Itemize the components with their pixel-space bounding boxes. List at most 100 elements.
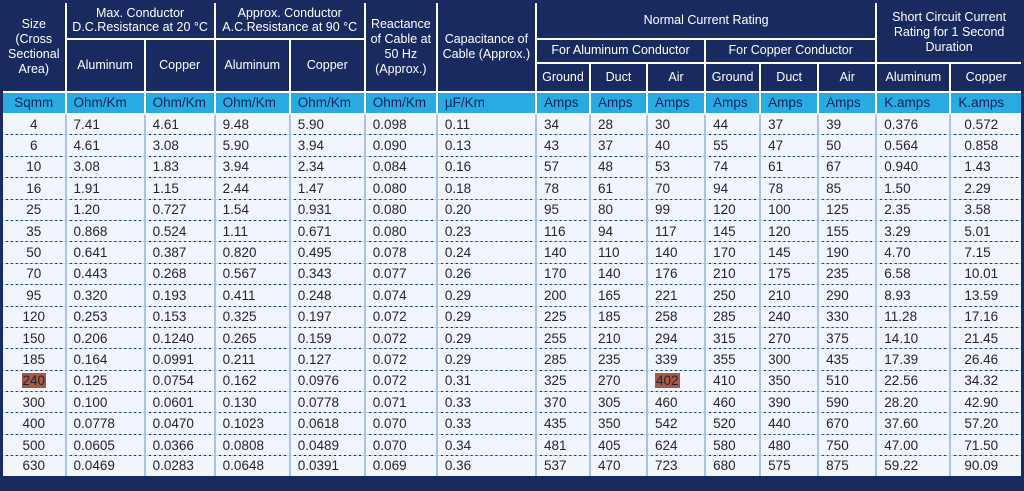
data-cell: 0.524: [143, 219, 216, 243]
data-cell: 0.127: [288, 348, 366, 371]
cell-value: 0.0470: [152, 416, 194, 432]
data-cell: 125: [817, 198, 878, 221]
cell-value: 0.084: [372, 159, 407, 175]
data-cell: 325: [534, 369, 591, 393]
data-cell: 3.08: [64, 155, 146, 179]
data-cell: 0.078: [363, 241, 438, 264]
data-cell: 1.15: [143, 177, 216, 200]
data-cell: 17.39: [875, 348, 952, 371]
cell-value: 185: [22, 351, 46, 367]
header-capacitance: Capacitance of Cable (Approx.): [435, 0, 537, 93]
cell-value: 6.58: [884, 266, 911, 282]
cell-value: 481: [543, 437, 567, 453]
cell-value: 117: [655, 223, 677, 239]
data-cell: 78: [759, 177, 820, 200]
data-cell: 0.084: [363, 155, 438, 179]
header-dc-aluminum: Aluminum: [64, 37, 146, 93]
data-cell: 350: [759, 369, 820, 393]
data-cell: 225: [534, 305, 591, 328]
cell-value: 435: [826, 351, 849, 367]
data-cell: 0.931: [288, 198, 366, 221]
table-row: 500 0.0605 0.0366 0.0808 0.0489 0.070 0.34 481 4…: [0, 433, 1024, 457]
cell-value: 200: [543, 287, 567, 303]
data-cell: 0.572: [949, 112, 1024, 136]
cell-value: 875: [826, 458, 849, 474]
cell-value: 0.564: [884, 138, 919, 154]
cell-value: 2.29: [964, 180, 991, 196]
data-cell: 0.1240: [143, 326, 216, 350]
unit-cell: Amps: [759, 90, 820, 115]
cell-value: 0.931: [297, 202, 332, 218]
data-cell: 100: [759, 198, 820, 221]
data-cell: 53: [646, 155, 707, 179]
data-cell: 0.495: [288, 241, 366, 264]
cell-value: 0.0808: [222, 437, 264, 453]
data-cell: 290: [817, 284, 878, 307]
data-cell: 630: [0, 455, 67, 478]
data-cell: 47.00: [875, 433, 952, 457]
data-cell: 670: [817, 412, 878, 435]
table-body: 4 7.41 4.61 9.48 5.90 0.098 0.11 34 28 30 44 37 39 0.…: [0, 112, 1024, 478]
data-cell: 0.0601: [143, 391, 216, 414]
cell-value: 258: [655, 309, 678, 325]
data-cell: 17.16: [949, 305, 1024, 328]
data-cell: 0.077: [363, 262, 438, 286]
cell-value: 0.153: [152, 309, 187, 325]
data-cell: 400: [0, 412, 67, 435]
cell-value: 1.43: [964, 159, 991, 175]
data-cell: 210: [588, 326, 649, 350]
cell-value: 240: [768, 309, 791, 325]
header-al-air: Air: [646, 61, 707, 93]
header-sc-copper: Copper: [949, 61, 1024, 93]
cell-value: 0.100: [73, 394, 108, 410]
cell-value: 0.0601: [152, 394, 194, 410]
data-cell: 140: [588, 262, 649, 286]
data-cell: 21.45: [949, 326, 1024, 350]
cell-value: 750: [826, 437, 849, 453]
data-cell: 116: [534, 219, 591, 243]
cell-value: 95: [26, 287, 42, 303]
data-cell: 10.01: [949, 262, 1024, 286]
unit-cell: Amps: [646, 90, 707, 115]
cell-value: 10.01: [964, 266, 999, 282]
cell-value: 78: [543, 180, 559, 196]
cell-value: 5.90: [222, 138, 249, 154]
cell-value: 410: [713, 373, 736, 389]
data-cell: 4.70: [875, 241, 952, 264]
cell-value: 120: [22, 309, 46, 325]
data-cell: 4.61: [143, 112, 216, 136]
data-cell: 375: [817, 326, 878, 350]
table-row: 10 3.08 1.83 3.94 2.34 0.084 0.16 57 48 53 74 61 67 0…: [0, 155, 1024, 179]
cell-value: 7.15: [964, 245, 991, 261]
data-cell: 0.671: [288, 219, 366, 243]
cell-value: 47.00: [884, 437, 919, 453]
cell-value: 59.22: [884, 458, 919, 474]
data-cell: 0.1023: [213, 412, 291, 435]
cell-value: 7.41: [73, 116, 100, 132]
data-cell: 370: [534, 391, 591, 414]
data-cell: 37: [588, 134, 649, 157]
cell-value: 255: [543, 330, 567, 346]
header-reactance: Reactance of Cable at 50 Hz (Approx.): [363, 0, 438, 93]
cell-value: 624: [655, 437, 678, 453]
data-cell: 0.13: [435, 134, 537, 157]
data-cell: 350: [588, 412, 649, 435]
cell-value: 1.15: [152, 180, 179, 196]
cell-value: 0.23: [444, 223, 472, 239]
data-cell: 258: [646, 305, 707, 328]
cell-value: 4: [30, 116, 38, 132]
cell-value: 74: [713, 159, 729, 175]
cell-value: 6: [30, 138, 38, 154]
data-cell: 300: [759, 348, 820, 371]
data-cell: 480: [759, 433, 820, 457]
cell-value: 0.33: [444, 416, 472, 432]
cell-value: 145: [713, 223, 736, 239]
cell-value: 71.50: [964, 437, 999, 453]
data-cell: 35: [0, 219, 67, 243]
cell-value: 440: [768, 416, 791, 432]
data-cell: 0.24: [435, 241, 537, 264]
data-cell: 270: [588, 369, 649, 393]
cell-value: 61: [768, 159, 784, 175]
data-cell: 680: [704, 455, 762, 478]
cell-value: 0.125: [73, 373, 108, 389]
